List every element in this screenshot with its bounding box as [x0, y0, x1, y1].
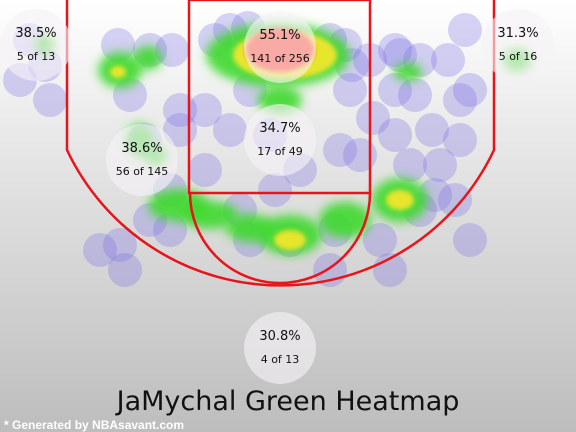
- zone-percentage: 31.3%: [497, 26, 538, 41]
- density-blob: [453, 223, 487, 257]
- zone-circle: [244, 104, 316, 176]
- chart-title: JaMychal Green Heatmap: [115, 386, 460, 417]
- hot-spot: [386, 190, 414, 210]
- zone-attempts: 141 of 256: [250, 52, 310, 65]
- court-lines: [65, 0, 496, 287]
- density-blob: [333, 73, 367, 107]
- zone-circle: [0, 9, 72, 81]
- hot-spot: [394, 63, 422, 81]
- density-blob: [443, 123, 477, 157]
- paint-lane: [187, 0, 372, 195]
- density-blob: [393, 148, 427, 182]
- hot-spot: [319, 202, 371, 238]
- zone-attempts: 56 of 145: [116, 165, 169, 178]
- density-blob: [453, 73, 487, 107]
- density-blob: [155, 33, 189, 67]
- density-blob: [378, 33, 412, 67]
- density-blob: [363, 223, 397, 257]
- zone-attempts: 17 of 49: [257, 145, 303, 158]
- hot-spot: [274, 230, 306, 250]
- density-blob: [438, 183, 472, 217]
- hot-spot: [134, 46, 162, 70]
- density-blob: [415, 113, 449, 147]
- density-blob: [258, 173, 292, 207]
- zone-circle: [106, 124, 178, 196]
- zone-label: 30.8% 4 of 13: [244, 312, 316, 384]
- zone-percentage: 30.8%: [259, 329, 300, 344]
- density-blob: [423, 148, 457, 182]
- density-blob: [153, 213, 187, 247]
- density-blob: [378, 73, 412, 107]
- zone-percentage: 38.6%: [121, 141, 162, 156]
- density-blob: [398, 78, 432, 112]
- density-blob: [448, 13, 482, 47]
- zone-attempts: 5 of 16: [499, 50, 538, 63]
- density-blob: [431, 43, 465, 77]
- density-blob: [188, 153, 222, 187]
- zone-attempts: 4 of 13: [261, 353, 300, 366]
- credit-text: * Generated by NBAsavant.com: [4, 418, 184, 432]
- zone-circle: [244, 11, 316, 83]
- density-blob: [443, 83, 477, 117]
- zone-label: 34.7% 17 of 49: [244, 104, 316, 176]
- zone-percentage: 34.7%: [259, 121, 300, 136]
- free-throw-circle: [188, 192, 372, 285]
- density-blob: [188, 93, 222, 127]
- zone-label: 38.5% 5 of 13: [0, 9, 72, 81]
- zone-percentage: 55.1%: [259, 28, 300, 43]
- density-blob: [356, 101, 390, 135]
- three-point-line: [65, 0, 496, 287]
- density-blob: [213, 113, 247, 147]
- density-blob: [83, 233, 117, 267]
- zone-label: 55.1% 141 of 256: [244, 11, 316, 83]
- density-blob: [378, 118, 412, 152]
- zone-circle: [482, 9, 554, 81]
- zone-label: 31.3% 5 of 16: [482, 9, 554, 81]
- density-blob: [103, 228, 137, 262]
- zone-attempts: 5 of 13: [17, 50, 56, 63]
- zone-circle: [244, 312, 316, 384]
- zone-label: 38.6% 56 of 145: [106, 124, 178, 196]
- density-blob: [323, 133, 357, 167]
- density-blob: [108, 253, 142, 287]
- hot-spot: [110, 66, 126, 78]
- density-blob: [33, 83, 67, 117]
- density-blob: [343, 138, 377, 172]
- zone-percentage: 38.5%: [15, 26, 56, 41]
